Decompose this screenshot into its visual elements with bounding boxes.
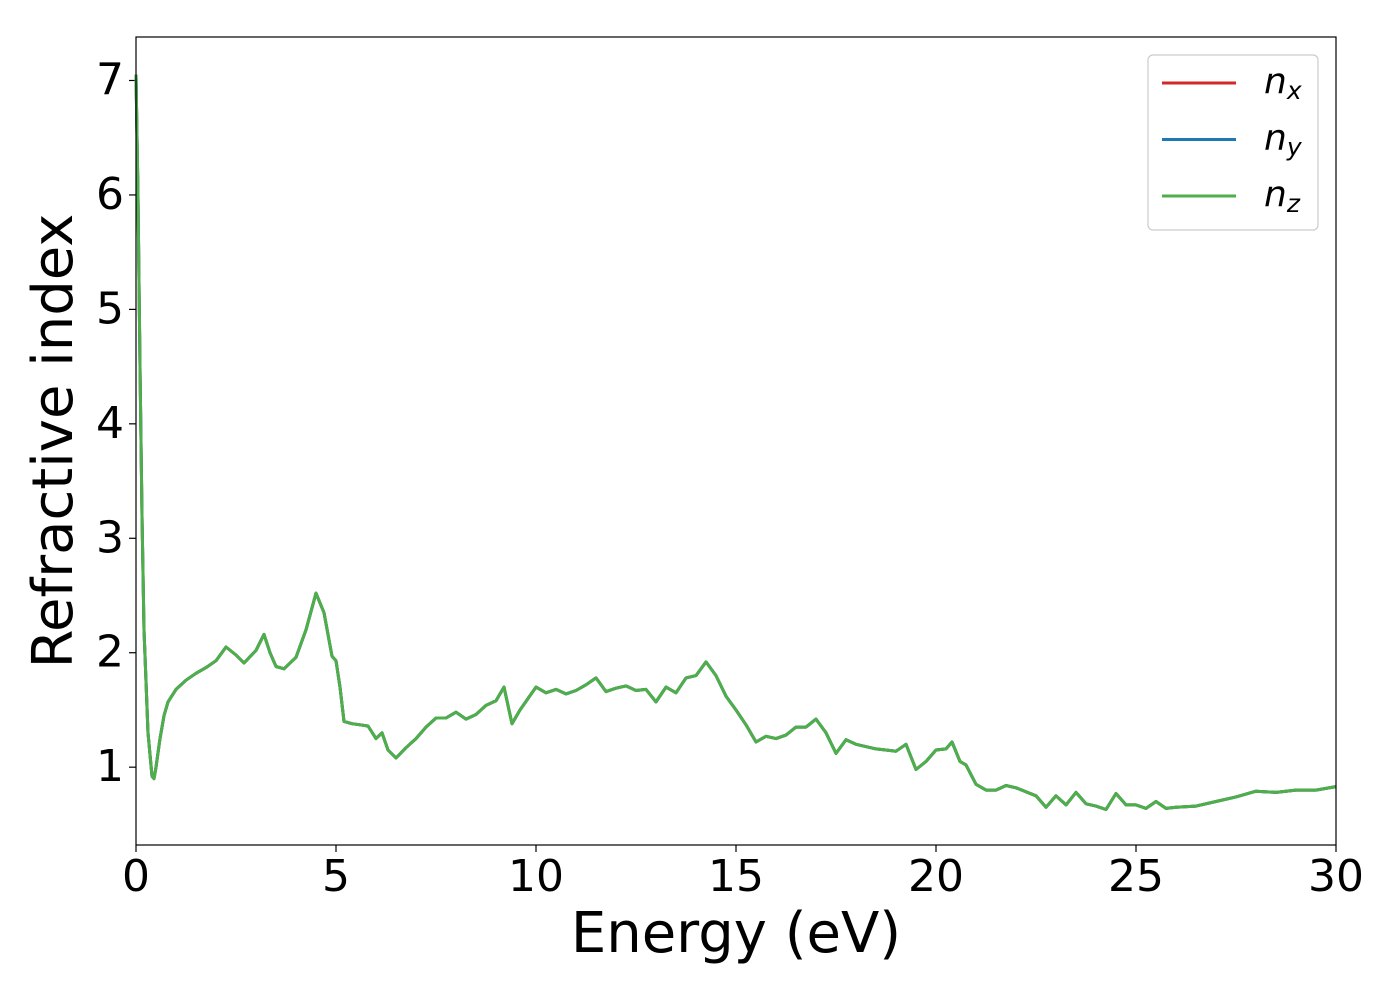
y-tick-label: 7 [96,54,124,105]
legend-label: nz [1264,174,1301,218]
x-tick-label: 10 [508,851,564,902]
y-axis-label: Refractive index [21,214,86,669]
legend-box [1147,54,1319,231]
y-tick-label: 5 [96,283,124,334]
x-tick-label: 25 [1108,851,1164,902]
x-axis-label: Energy (eV) [571,901,901,966]
series-line [134,74,1337,811]
legend-label: nx [1264,61,1302,105]
y-tick-label: 4 [96,398,124,449]
y-tick-label: 6 [96,169,124,220]
x-tick-label: 20 [908,851,964,902]
y-tick-label: 1 [96,741,124,792]
x-tick-label: 15 [708,851,764,902]
x-tick-label: 0 [122,851,150,902]
x-tick-label: 5 [322,851,350,902]
plot-frame [135,36,1337,846]
y-tick-label: 3 [96,512,124,563]
y-tick-label: 2 [96,627,124,678]
legend-label: ny [1264,118,1303,162]
x-tick-label: 30 [1308,851,1364,902]
